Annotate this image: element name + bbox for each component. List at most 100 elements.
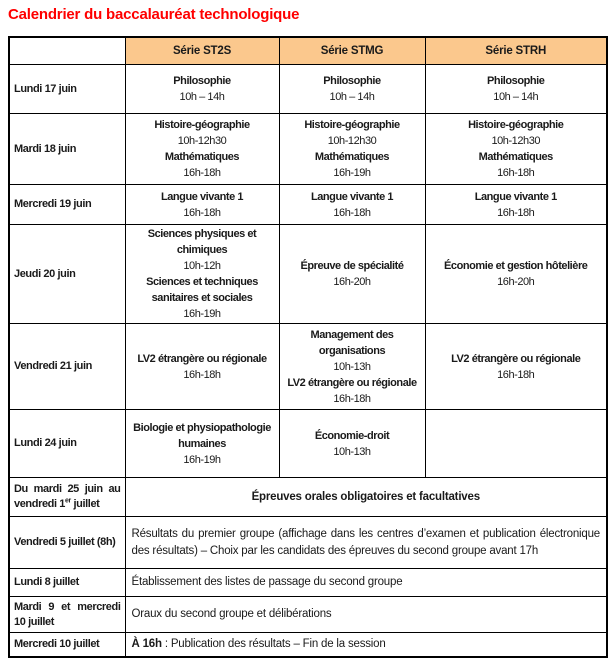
exam-cell-strh: Philosophie 10h – 14h bbox=[424, 64, 608, 114]
span-cell-resultats-premier-groupe: Résultats du premier groupe (affichage d… bbox=[124, 516, 608, 569]
exam-cell-stmg: Philosophie 10h – 14h bbox=[278, 64, 426, 114]
exam-calendar-table: Série ST2S Série STMG Série STRH Lundi 1… bbox=[8, 36, 608, 658]
exam-subject: Management des organisations bbox=[310, 328, 394, 357]
date-cell: Du mardi 25 juin au vendredi 1er juillet bbox=[8, 477, 126, 517]
exam-subject: Histoire-géographie bbox=[154, 119, 250, 131]
exam-time: 10h – 14h bbox=[329, 91, 375, 103]
exam-subject: Philosophie bbox=[487, 75, 545, 87]
table-row-mercredi-19-juin: Mercredi 19 juin Langue vivante 1 16h-18… bbox=[8, 184, 608, 225]
exam-subject: Histoire-géographie bbox=[304, 119, 400, 131]
exam-subject: LV2 étrangère ou régionale bbox=[287, 376, 417, 389]
table-row-lundi-17-juin: Lundi 17 juin Philosophie 10h – 14h Phil… bbox=[8, 64, 608, 114]
table-row-vendredi-5-juillet: Vendredi 5 juillet (8h) Résultats du pre… bbox=[8, 516, 608, 569]
exam-time: 10h-12h30 bbox=[491, 135, 541, 147]
span-cell-publication-resultats: À 16h : Publication des résultats – Fin … bbox=[124, 632, 608, 658]
exam-cell-st2s: Histoire-géographie 10h-12h30 Mathématiq… bbox=[124, 113, 280, 185]
span-cell-epreuves-orales: Épreuves orales obligatoires et facultat… bbox=[124, 477, 608, 517]
date-cell: Lundi 24 juin bbox=[8, 409, 126, 478]
exam-time: 10h-12h30 bbox=[327, 135, 377, 147]
exam-cell-st2s: Langue vivante 1 16h-18h bbox=[124, 184, 280, 225]
header-serie-st2s: Série ST2S bbox=[124, 36, 280, 65]
exam-cell-stmg: Histoire-géographie 10h-12h30 Mathématiq… bbox=[278, 113, 426, 185]
exam-subject: Philosophie bbox=[173, 75, 231, 87]
exam-cell-stmg: Épreuve de spécialité 16h-20h bbox=[278, 224, 426, 324]
exam-time: 16h-18h bbox=[497, 368, 535, 381]
date-cell: Mercredi 19 juin bbox=[8, 184, 126, 225]
exam-subject: Histoire-géographie bbox=[468, 119, 564, 131]
table-row-mardi-18-juin: Mardi 18 juin Histoire-géographie 10h-12… bbox=[8, 113, 608, 185]
exam-time: 10h-12h bbox=[183, 260, 221, 272]
date-cell: Mardi 18 juin bbox=[8, 113, 126, 185]
table-row-mardi-9-mercredi-10-juillet: Mardi 9 et mercredi 10 juillet Oraux du … bbox=[8, 596, 608, 633]
exam-time: 16h-18h bbox=[497, 206, 535, 219]
span-cell-listes-passage: Établissement des listes de passage du s… bbox=[124, 568, 608, 597]
page-title: Calendrier du baccalauréat technologique bbox=[8, 6, 300, 23]
exam-time: 16h-18h bbox=[183, 206, 221, 219]
date-cell: Lundi 17 juin bbox=[8, 64, 126, 114]
exam-subject: Langue vivante 1 bbox=[160, 190, 244, 203]
date-text: juillet bbox=[70, 498, 100, 510]
exam-time: 10h-13h bbox=[333, 360, 371, 373]
exam-time: 16h-18h bbox=[333, 206, 371, 219]
exam-subject: Économie et gestion hôtelière bbox=[444, 260, 588, 272]
exam-subject: Langue vivante 1 bbox=[310, 190, 394, 203]
exam-subject: Biologie et physiopathologie humaines bbox=[133, 421, 271, 450]
exam-time: 16h-20h bbox=[333, 276, 371, 288]
exam-subject: Mathématiques bbox=[314, 151, 390, 163]
publication-text: : Publication des résultats – Fin de la … bbox=[161, 638, 386, 650]
exam-cell-st2s: LV2 étrangère ou régionale 16h-18h bbox=[124, 323, 280, 410]
exam-time: 10h-12h30 bbox=[177, 135, 227, 147]
table-row-vendredi-21-juin: Vendredi 21 juin LV2 étrangère ou région… bbox=[8, 323, 608, 410]
exam-subject: Philosophie bbox=[323, 75, 381, 87]
exam-cell-stmg: Management des organisations 10h-13h LV2… bbox=[278, 323, 426, 410]
exam-time: 16h-19h bbox=[183, 453, 221, 466]
exam-time: 16h-20h bbox=[497, 276, 535, 288]
date-superscript: er bbox=[65, 497, 71, 505]
exam-time: 10h – 14h bbox=[179, 91, 225, 103]
header-serie-stmg: Série STMG bbox=[278, 36, 426, 65]
exam-subject: LV2 étrangère ou régionale bbox=[137, 352, 267, 365]
exam-subject: Épreuve de spécialité bbox=[300, 260, 404, 272]
exam-cell-strh: Histoire-géographie 10h-12h30 Mathématiq… bbox=[424, 113, 608, 185]
span-cell-oraux-second-groupe: Oraux du second groupe et délibérations bbox=[124, 596, 608, 633]
exam-cell-st2s: Philosophie 10h – 14h bbox=[124, 64, 280, 114]
exam-time: 10h-13h bbox=[333, 445, 371, 458]
exam-cell-strh: LV2 étrangère ou régionale 16h-18h bbox=[424, 323, 608, 410]
table-header-row: Série ST2S Série STMG Série STRH bbox=[8, 36, 608, 65]
exam-subject: Mathématiques bbox=[478, 151, 554, 163]
exam-time: 16h-18h bbox=[497, 167, 535, 179]
exam-cell-strh: Économie et gestion hôtelière 16h-20h bbox=[424, 224, 608, 324]
table-row-lundi-24-juin: Lundi 24 juin Biologie et physiopatholog… bbox=[8, 409, 608, 478]
exam-time: 16h-19h bbox=[333, 167, 371, 179]
exam-time: 16h-18h bbox=[183, 167, 221, 179]
date-cell: Vendredi 21 juin bbox=[8, 323, 126, 410]
time-highlight: À 16h bbox=[131, 638, 163, 650]
exam-cell-stmg: Langue vivante 1 16h-18h bbox=[278, 184, 426, 225]
exam-subject: Économie-droit bbox=[314, 429, 390, 442]
exam-subject: Mathématiques bbox=[164, 151, 240, 163]
exam-subject: LV2 étrangère ou régionale bbox=[451, 352, 581, 365]
table-row-lundi-8-juillet: Lundi 8 juillet Établissement des listes… bbox=[8, 568, 608, 597]
date-cell: Mercredi 10 juillet bbox=[8, 632, 126, 658]
date-cell: Vendredi 5 juillet (8h) bbox=[8, 516, 126, 569]
exam-time: 16h-19h bbox=[183, 308, 221, 320]
exam-cell-strh-empty bbox=[424, 409, 608, 478]
table-row-jeudi-20-juin: Jeudi 20 juin Sciences physiques et chim… bbox=[8, 224, 608, 324]
date-cell: Jeudi 20 juin bbox=[8, 224, 126, 324]
exam-cell-st2s: Sciences physiques et chimiques 10h-12h … bbox=[124, 224, 280, 324]
exam-time: 16h-18h bbox=[183, 368, 221, 381]
header-serie-strh: Série STRH bbox=[424, 36, 608, 65]
header-corner-cell bbox=[8, 36, 126, 65]
exam-time: 10h – 14h bbox=[493, 91, 539, 103]
exam-subject: Langue vivante 1 bbox=[474, 190, 558, 203]
exam-subject: Sciences physiques et chimiques bbox=[147, 228, 257, 256]
exam-cell-strh: Langue vivante 1 16h-18h bbox=[424, 184, 608, 225]
date-text: Du mardi 25 juin au vendredi 1 bbox=[14, 483, 121, 510]
table-row-oraux-25-juin-1-juillet: Du mardi 25 juin au vendredi 1er juillet… bbox=[8, 477, 608, 517]
exam-subject: Sciences et techniques sanitaires et soc… bbox=[146, 276, 258, 304]
exam-cell-stmg: Économie-droit 10h-13h bbox=[278, 409, 426, 478]
date-cell: Mardi 9 et mercredi 10 juillet bbox=[8, 596, 126, 633]
table-row-mercredi-10-juillet: Mercredi 10 juillet À 16h : Publication … bbox=[8, 632, 608, 658]
exam-cell-st2s: Biologie et physiopathologie humaines 16… bbox=[124, 409, 280, 478]
